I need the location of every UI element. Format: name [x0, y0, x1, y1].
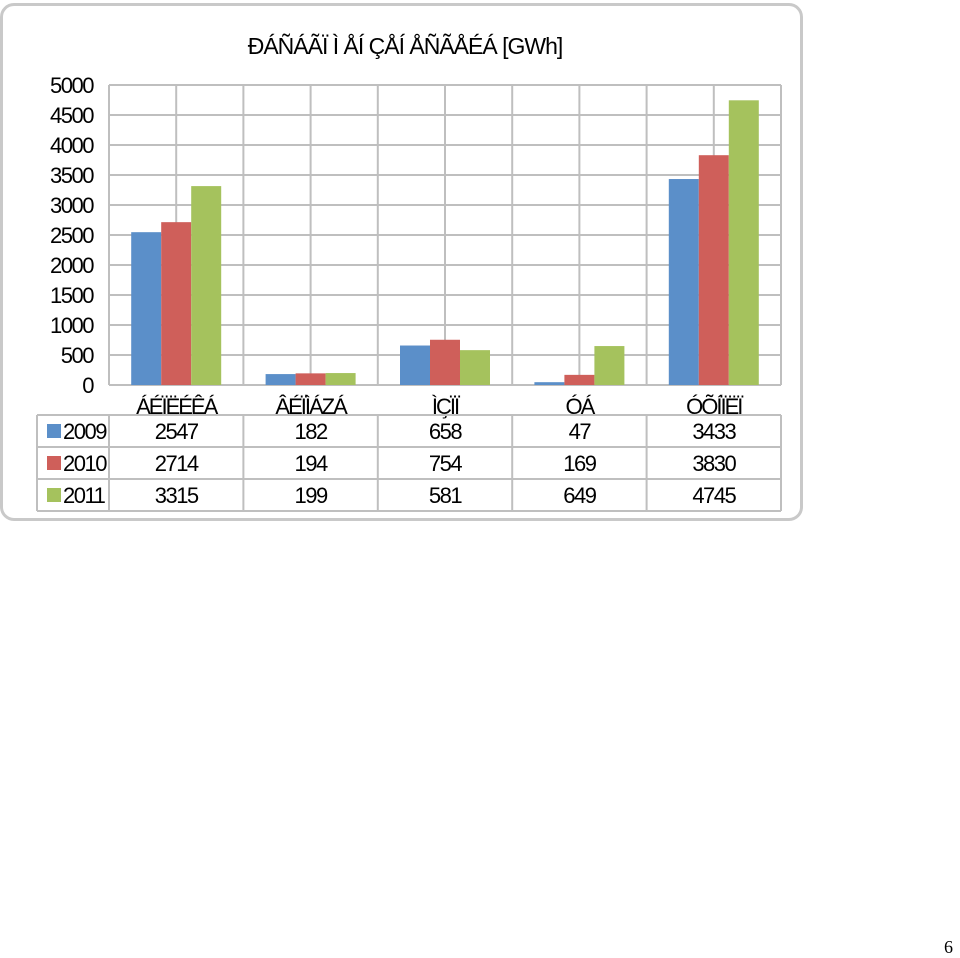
- y-axis: 0 500 1000 1500 2000 2500 3000 3500 4000 4500 5000: [50, 73, 96, 398]
- legend-label-2010: 2010: [63, 451, 107, 476]
- bar-2009-2: [400, 345, 430, 385]
- table-cell-2009-4: 3433: [692, 419, 736, 444]
- y-tick-label: 1000: [50, 313, 94, 338]
- y-tick-label: 3500: [50, 163, 94, 188]
- y-tick-label: 4500: [50, 103, 94, 128]
- bar-2011-4: [728, 100, 759, 386]
- table-cell-2009-3: 47: [569, 419, 592, 444]
- y-tick-label: 2500: [50, 223, 94, 248]
- bar-2011-3: [594, 346, 625, 385]
- table-cell-2010-3: 169: [563, 451, 596, 476]
- page-number: 6: [944, 937, 953, 957]
- bar-2011-2: [460, 350, 490, 385]
- chart-title: ĐÁÑÁÃÏ Ì ÅÍ ÇÅÍ ÅÑÃÅÉÁ [GWh]: [248, 32, 563, 59]
- table-cell-2009-1: 182: [294, 419, 327, 444]
- bar-2010-0: [161, 222, 192, 385]
- table-cell-2010-2: 754: [429, 451, 462, 476]
- chart-frame: ĐÁÑÁÃÏ Ì ÅÍ ÇÅÍ ÅÑÃÅÉÁ [GWh] 0 500 1000 150…: [0, 3, 803, 521]
- bar-2011-0: [191, 186, 222, 385]
- y-tick-label: 3000: [50, 193, 94, 218]
- y-tick-label: 0: [82, 373, 94, 398]
- table-cell-2011-3: 649: [563, 483, 596, 508]
- legend-label-2011: 2011: [63, 483, 106, 508]
- y-tick-label: 5000: [50, 73, 94, 98]
- bar-2009-4: [668, 179, 699, 385]
- bar-2010-3: [564, 374, 595, 385]
- legend-label-2009: 2009: [63, 419, 107, 444]
- bar-2010-1: [295, 373, 326, 385]
- y-tick-label: 500: [61, 343, 94, 368]
- legend-key-2009: [47, 424, 61, 438]
- table-cell-2009-0: 2547: [155, 419, 199, 444]
- table-cell-2011-0: 3315: [155, 483, 199, 508]
- bar-2009-3: [534, 382, 565, 385]
- table-cell-2010-1: 194: [294, 451, 327, 476]
- bar-2009-0: [131, 232, 162, 385]
- y-tick-label: 1500: [50, 283, 94, 308]
- bar-2011-1: [325, 373, 356, 385]
- bar-2009-1: [265, 374, 296, 385]
- y-tick-label: 4000: [50, 133, 94, 158]
- table-cell-2011-4: 4745: [692, 483, 736, 508]
- bar-2010-2: [430, 339, 460, 385]
- y-tick-label: 2000: [50, 253, 94, 278]
- table-cell-2011-1: 199: [294, 483, 327, 508]
- legend-key-2010: [47, 456, 61, 470]
- legend-key-2011: [47, 488, 61, 502]
- table-cell-2009-2: 658: [429, 419, 462, 444]
- bars-layer: [131, 100, 759, 386]
- table-cell-2010-4: 3830: [692, 451, 736, 476]
- chart-svg: ĐÁÑÁÃÏ Ì ÅÍ ÇÅÍ ÅÑÃÅÉÁ [GWh] 0 500 1000 150…: [36, 32, 782, 512]
- table-cell-2010-0: 2714: [155, 451, 199, 476]
- bar-2010-4: [698, 155, 729, 385]
- data-table: 2009 2547 182 658 47 3433 2010 2714 194 754 169 383…: [36, 414, 782, 512]
- table-cell-2011-2: 581: [429, 483, 462, 508]
